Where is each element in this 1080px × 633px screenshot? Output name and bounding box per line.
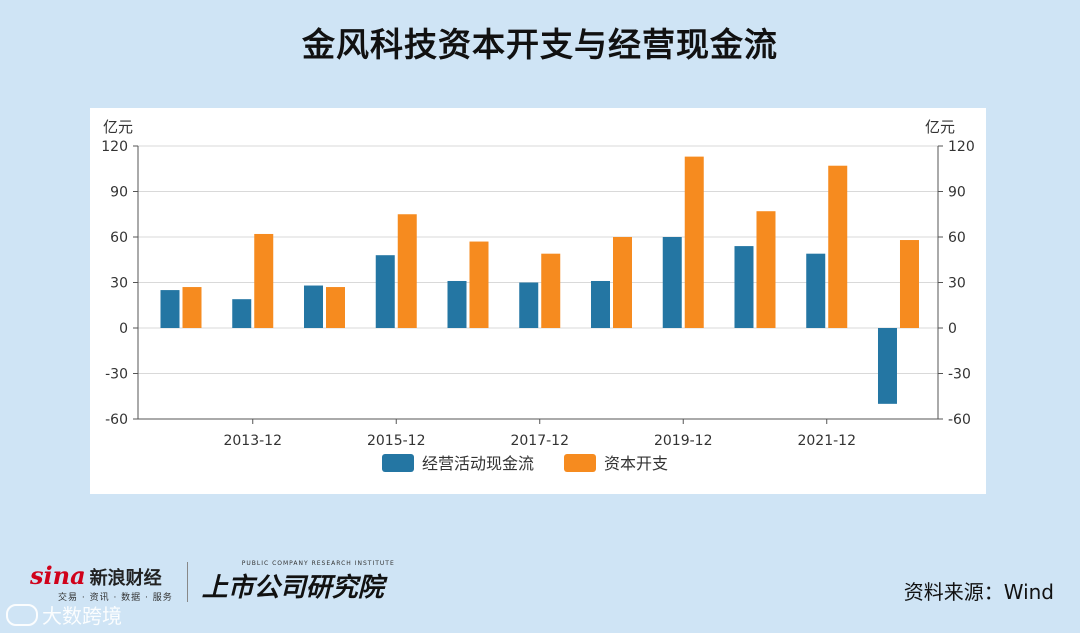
sina-logo-tagline: 交易 · 资讯 · 数据 · 服务 <box>58 593 173 603</box>
x-tick-label: 2019-12 <box>654 433 713 449</box>
chart-panel: 120 120 90 90 60 60 30 30 0 0 -30 -30 -60 -60 亿元 亿元 2013… <box>90 108 986 494</box>
sina-finance-logo: sina 新浪财经 交易 · 资讯 · 数据 · 服务 <box>30 561 173 603</box>
x-tick-label: 2021-12 <box>797 433 856 449</box>
y-unit-left: 亿元 <box>103 118 133 136</box>
y-tick-label-right: 30 <box>948 276 966 292</box>
bar-capex <box>828 165 848 328</box>
y-tick-label-right: 0 <box>948 321 957 337</box>
bar-cashflow <box>447 280 467 328</box>
research-institute-logo: PUBLIC COMPANY RESEARCH INSTITUTE 上市公司研究… <box>202 560 395 604</box>
x-tick-label: 2017-12 <box>510 433 569 449</box>
bar-capex <box>684 156 704 328</box>
bar-cashflow <box>519 282 539 328</box>
bar-cashflow <box>590 280 610 328</box>
legend-label-0: 经营活动现金流 <box>422 454 534 473</box>
y-tick-label-left: -60 <box>105 412 128 428</box>
bar-capex <box>756 211 776 328</box>
source-note: 资料来源：Wind <box>903 580 1054 604</box>
y-unit-right: 亿元 <box>925 118 955 136</box>
bar-cashflow <box>662 237 682 328</box>
bar-cashflow <box>806 253 826 328</box>
bar-cashflow <box>375 255 395 328</box>
bar-capex <box>612 237 632 328</box>
footer-logos: sina 新浪财经 交易 · 资讯 · 数据 · 服务 PUBLIC COMPA… <box>30 560 395 604</box>
bar-capex <box>469 241 489 328</box>
x-tick-label: 2013-12 <box>223 433 282 449</box>
logo-divider <box>186 562 188 602</box>
bar-capex <box>541 253 561 328</box>
y-tick-label-left: 90 <box>110 185 128 201</box>
legend-swatch-1 <box>564 454 596 472</box>
bar-cashflow <box>232 299 252 328</box>
bar-cashflow <box>734 246 754 328</box>
y-tick-label-left: 120 <box>101 139 128 155</box>
y-tick-label-right: 120 <box>948 139 975 155</box>
sina-logo-name: 新浪财经 <box>89 568 162 589</box>
y-tick-label-right: -60 <box>948 412 971 428</box>
y-tick-label-left: 30 <box>110 276 128 292</box>
y-tick-label-right: 90 <box>948 185 966 201</box>
bar-cashflow <box>303 285 323 328</box>
watermark-icon <box>6 603 38 626</box>
bar-capex <box>397 214 417 328</box>
y-tick-label-right: -30 <box>948 367 971 383</box>
y-tick-label-left: 60 <box>110 230 128 246</box>
legend-swatch-0 <box>382 454 414 472</box>
x-tick-label: 2015-12 <box>367 433 426 449</box>
bar-capex <box>254 233 274 328</box>
bar-capex <box>325 287 345 328</box>
bar-capex <box>899 240 919 328</box>
bar-chart: 120 120 90 90 60 60 30 30 0 0 -30 -30 -60 -60 亿元 亿元 2013… <box>101 118 975 473</box>
page-title: 金风科技资本开支与经营现金流 <box>302 25 778 64</box>
bar-capex <box>182 287 202 328</box>
research-logo-en: PUBLIC COMPANY RESEARCH INSTITUTE <box>241 560 395 567</box>
bar-cashflow <box>160 290 180 328</box>
bar-cashflow <box>877 328 897 404</box>
y-tick-label-left: 0 <box>119 321 128 337</box>
sina-logo-mark: sina <box>30 561 86 590</box>
watermark-text: 大数跨境 <box>42 604 122 628</box>
y-tick-label-left: -30 <box>105 367 128 383</box>
y-tick-label-right: 60 <box>948 230 966 246</box>
research-logo-cn: 上市公司研究院 <box>201 573 384 603</box>
legend-label-1: 资本开支 <box>604 454 668 473</box>
watermark: 大数跨境 <box>6 600 122 629</box>
